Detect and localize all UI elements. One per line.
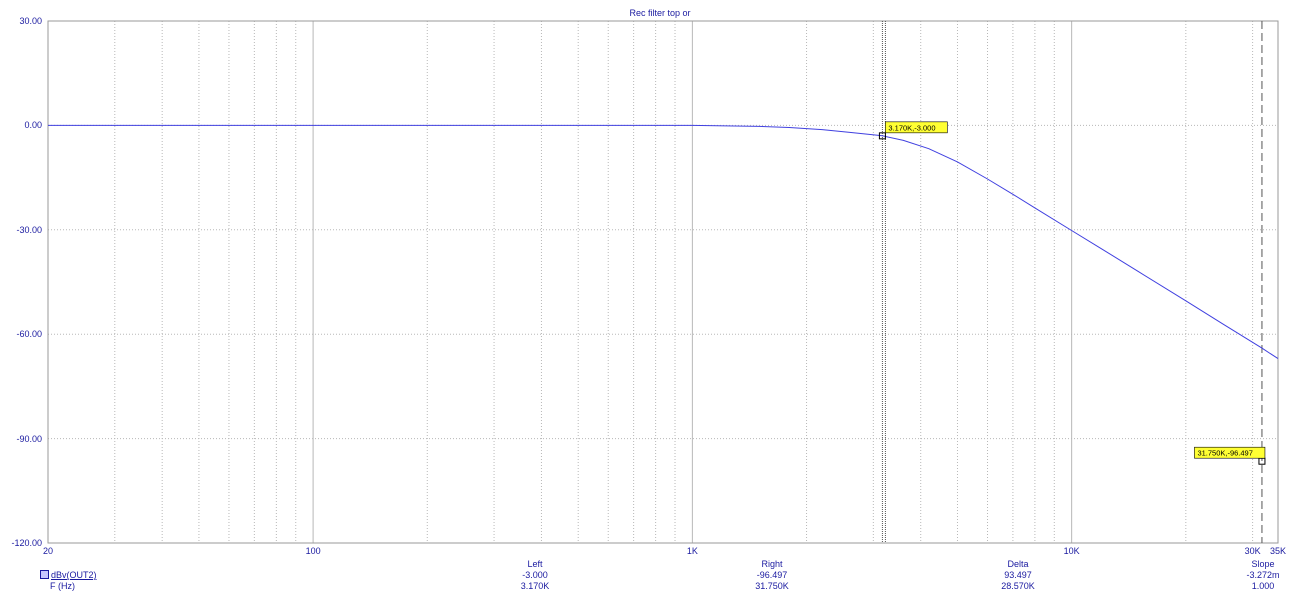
readout-right-y: -96.497 bbox=[756, 570, 788, 580]
cursor-tag-box-1 bbox=[885, 121, 948, 134]
x-tick-label: 1K bbox=[686, 546, 698, 556]
y-tick-label: -90.00 bbox=[16, 433, 42, 444]
readout-right-x: 31.750K bbox=[755, 581, 789, 591]
x-tick-label: 100 bbox=[305, 546, 321, 556]
cursor-lines[interactable] bbox=[881, 21, 1263, 543]
readout-left-y: -3.000 bbox=[522, 570, 548, 580]
x-tick-label: 20 bbox=[42, 546, 53, 556]
plot-frame bbox=[47, 20, 1279, 544]
legend-swatch-icon bbox=[40, 570, 49, 579]
grid-lines bbox=[47, 20, 1279, 544]
y-tick-label: -120.00 bbox=[11, 538, 42, 548]
readout-left-header: Left bbox=[527, 559, 543, 569]
x-tick-label: 35K bbox=[1269, 546, 1286, 556]
y-tick-label: -60.00 bbox=[16, 329, 42, 340]
x-unit-label: F (Hz) bbox=[50, 581, 75, 591]
chart-title: Rec filter top or bbox=[629, 8, 691, 18]
cursor-marker-1 bbox=[878, 132, 886, 140]
cursor-tag-label-2: 31.750K,-96.497 bbox=[1197, 449, 1252, 458]
y-tick-label: 30.00 bbox=[19, 16, 42, 26]
x-tick-label: 10K bbox=[1063, 546, 1080, 556]
cursor-tag-label-1: 3.170K,-3.000 bbox=[888, 123, 935, 132]
y-tick-label: 0.00 bbox=[24, 120, 42, 131]
readout-left-x: 3.170K bbox=[520, 581, 550, 591]
readout-slope-x: 1.000 bbox=[1251, 581, 1275, 591]
readout-slope-header: Slope bbox=[1251, 559, 1275, 569]
series-line-dbv-out2 bbox=[48, 124, 1279, 360]
legend-entry[interactable]: dBv(OUT2) bbox=[40, 570, 97, 580]
readout-delta-y: 93.497 bbox=[1004, 570, 1032, 580]
readout-delta-x: 28.570K bbox=[1001, 581, 1035, 591]
y-tick-label: -30.00 bbox=[16, 224, 42, 235]
cursor-tags[interactable]: 3.170K,-3.000 31.750K,-96.497 bbox=[878, 121, 1266, 465]
legend-series-name: dBv(OUT2) bbox=[51, 570, 97, 580]
cursor-tag-box-2 bbox=[1194, 446, 1266, 459]
readout-right-header: Right bbox=[761, 559, 783, 569]
x-tick-label: 30K bbox=[1244, 546, 1261, 556]
trace-layer bbox=[48, 124, 1279, 360]
readout-slope-y: -3.272m bbox=[1246, 570, 1280, 580]
readout-delta-header: Delta bbox=[1007, 559, 1029, 569]
